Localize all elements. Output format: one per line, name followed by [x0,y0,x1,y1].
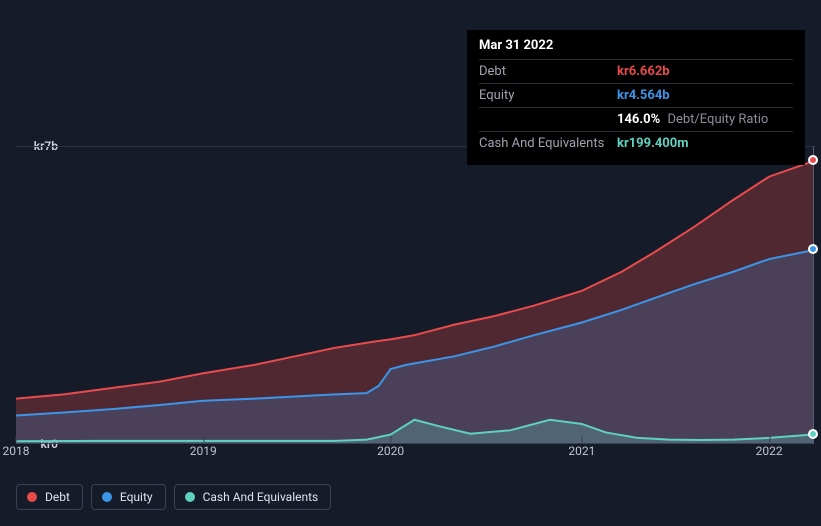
legend-item[interactable]: Equity [91,484,166,510]
tooltip-date: Mar 31 2022 [479,38,793,59]
tooltip-row-label: Debt [479,64,605,79]
tooltip-row: 146.0% Debt/Equity Ratio [479,107,793,131]
tooltip-row-value: kr6.662b [617,64,670,79]
legend-label: Equity [120,490,153,504]
tooltip-row-value: 146.0% Debt/Equity Ratio [617,112,768,127]
series-marker [808,244,818,254]
legend-dot-icon [185,492,195,502]
tooltip-row: Equity kr4.564b [479,83,793,107]
tooltip-row-value: kr4.564b [617,88,670,103]
chart-svg [16,147,813,443]
series-marker [808,429,818,439]
legend-label: Cash And Equivalents [203,490,319,504]
hover-line [813,146,814,444]
tooltip-row: Cash And Equivalents kr199.400m [479,131,793,155]
tooltip-row-label: Equity [479,88,605,103]
chart-container: Mar 31 2022 Debt kr6.662b Equity kr4.564b 14… [16,16,813,510]
legend-item[interactable]: Debt [16,484,83,510]
legend: Debt Equity Cash And Equivalents [16,484,331,510]
legend-dot-icon [27,492,37,502]
series-marker [808,155,818,165]
tooltip-row-value: kr199.400m [617,136,689,151]
tooltip-row-label: Cash And Equivalents [479,136,605,151]
tooltip-row-suffix: Debt/Equity Ratio [664,112,768,127]
plot-area[interactable] [16,146,813,444]
x-axis-tick: 2022 [756,444,783,458]
legend-dot-icon [102,492,112,502]
tooltip-row: Debt kr6.662b [479,59,793,83]
x-axis-tick: 2021 [568,444,595,458]
x-axis-tick: 2019 [190,444,217,458]
x-axis: 20182019202020212022 [16,444,813,464]
tooltip-row-label [479,112,605,127]
x-axis-tick: 2018 [3,444,30,458]
legend-item[interactable]: Cash And Equivalents [174,484,332,510]
x-axis-tick: 2020 [377,444,404,458]
chart-tooltip: Mar 31 2022 Debt kr6.662b Equity kr4.564b 14… [467,30,805,165]
legend-label: Debt [45,490,70,504]
